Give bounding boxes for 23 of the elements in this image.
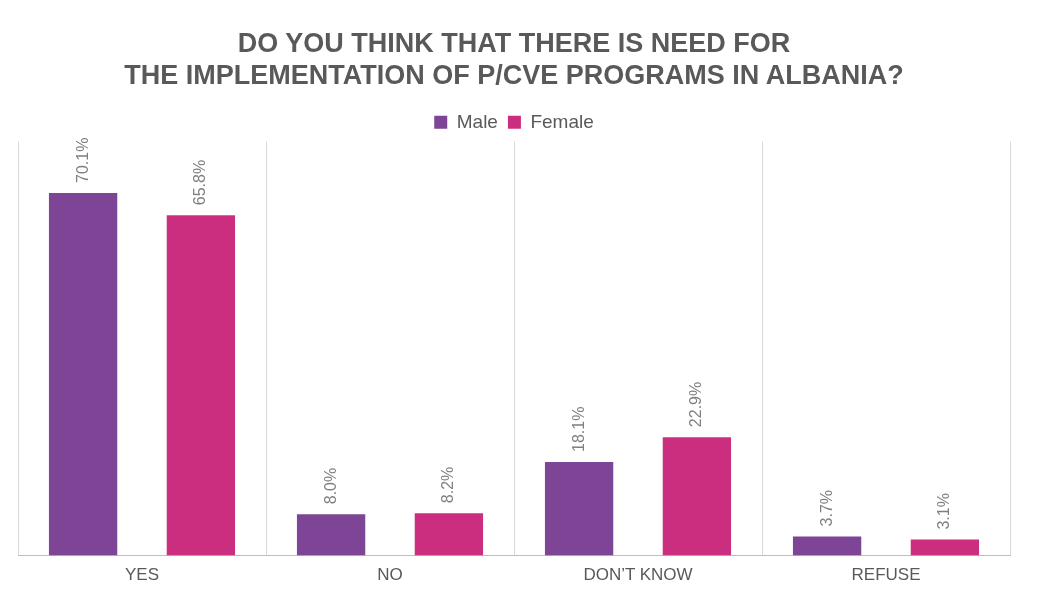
bar <box>48 193 118 556</box>
data-label: 3.1% <box>935 493 953 530</box>
data-label: 3.7% <box>817 489 835 527</box>
bar <box>166 215 236 556</box>
data-label: 18.1% <box>569 406 587 452</box>
bar <box>296 514 366 556</box>
x-tick-label: YES <box>124 565 160 585</box>
data-label: 65.8% <box>191 159 209 206</box>
data-label: 8.0% <box>321 467 339 505</box>
x-tick-label: DON’T KNOW <box>583 565 693 585</box>
bar <box>662 437 732 556</box>
chart-title: DO YOU THINK THAT THERE IS NEED FOR THE IMPLEMENTATION OF P/CVE PROGRAMS IN ALBANIA? <box>124 27 904 91</box>
x-tick-label: NO <box>377 565 403 585</box>
x-tick-label: REFUSE <box>851 565 921 585</box>
data-label: 70.1% <box>73 137 91 184</box>
bar <box>414 513 484 556</box>
bar <box>544 461 614 556</box>
legend-label: Male <box>456 110 498 132</box>
legend-label: Female <box>530 110 594 132</box>
bar <box>910 539 980 556</box>
bar <box>792 536 862 556</box>
data-label: 22.9% <box>687 381 705 428</box>
data-label: 8.2% <box>439 466 457 504</box>
